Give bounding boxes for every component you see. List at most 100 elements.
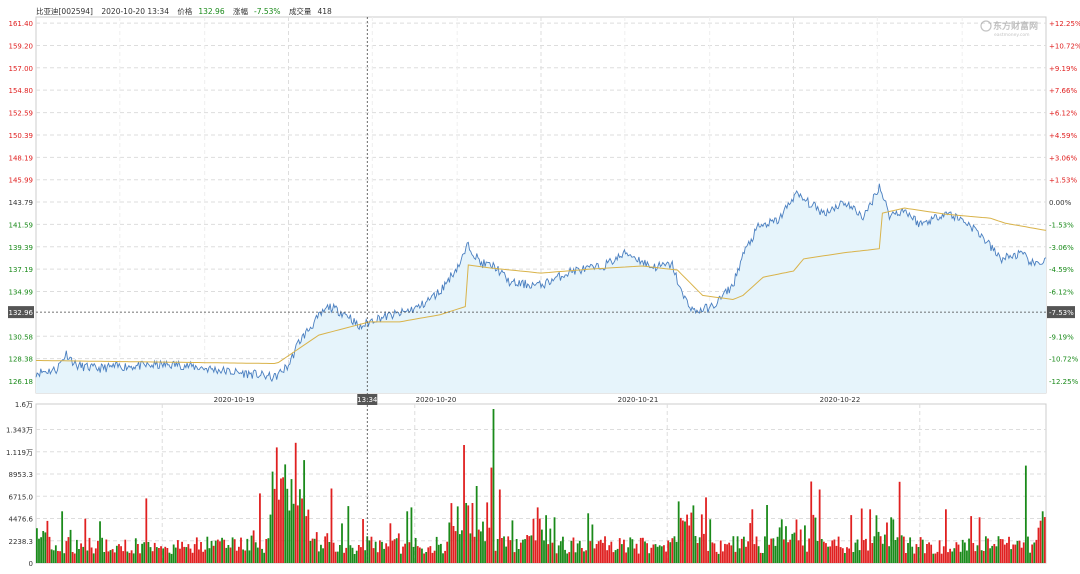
volume-bar: [71, 552, 74, 563]
volume-bar: [530, 535, 533, 563]
volume-bar: [833, 539, 836, 563]
volume-bar: [1029, 552, 1031, 563]
volume-bar: [309, 541, 312, 563]
volume-bar: [726, 544, 728, 563]
volume-bar: [1043, 517, 1046, 563]
volume-bar: [780, 519, 783, 563]
volume-bar: [465, 503, 468, 563]
volume-bar: [568, 552, 571, 563]
volume-bar: [778, 527, 781, 563]
volume-bar: [898, 481, 901, 563]
pct-tick-label: -12.25%: [1049, 378, 1079, 386]
volume-bar: [320, 544, 322, 563]
volume-bar: [214, 540, 217, 563]
volume-bar: [78, 549, 80, 563]
volume-bar: [187, 544, 190, 563]
volume-bar: [145, 498, 148, 563]
volume-bar: [185, 547, 188, 563]
volume-bar: [498, 489, 501, 563]
volume-bar: [347, 506, 350, 563]
volume-bar: [235, 550, 238, 563]
volume-bar: [734, 551, 737, 563]
volume-bar: [368, 540, 371, 563]
volume-bar: [416, 546, 419, 563]
volume-bar: [869, 509, 872, 563]
volume-bar: [353, 554, 356, 563]
volume-bar: [970, 516, 973, 563]
volume-bar: [928, 542, 930, 563]
volume-bar: [63, 553, 66, 563]
volume-bar: [172, 544, 175, 563]
volume-bar: [429, 546, 432, 563]
volume-bar: [36, 528, 38, 563]
pct-tick-label: -1.53%: [1049, 221, 1074, 229]
volume-bar: [48, 536, 51, 563]
volume-bar: [153, 542, 156, 563]
volume-bar: [364, 550, 367, 563]
volume-bar: [681, 520, 684, 563]
volume-bar: [244, 550, 247, 563]
pct-tick-label: +1.53%: [1049, 177, 1077, 185]
volume-bar: [989, 548, 991, 563]
volume-bar: [206, 536, 209, 563]
volume-bar: [238, 546, 240, 563]
volume-bar: [522, 539, 524, 563]
pct-tick-label: +9.19%: [1049, 65, 1077, 73]
volume-bar: [57, 551, 59, 563]
volume-bar: [883, 534, 886, 563]
volume-bar: [1022, 542, 1025, 563]
volume-bar: [635, 543, 638, 563]
volume-bar: [313, 538, 316, 563]
volume-bar: [383, 548, 385, 563]
volume-bar: [966, 550, 968, 563]
volume-bar: [267, 538, 270, 563]
volume-bar: [580, 548, 583, 563]
volume-bar: [219, 541, 221, 563]
volume-bar: [1027, 536, 1029, 563]
volume-bar: [435, 536, 438, 563]
average-price-line: [36, 207, 1047, 364]
volume-bar: [120, 546, 122, 563]
volume-bar: [75, 539, 78, 563]
volume-bar: [198, 549, 200, 563]
volume-bar: [913, 553, 916, 563]
volume-bar: [871, 543, 874, 563]
volume-bar: [130, 550, 133, 563]
volume-bar: [865, 538, 867, 563]
volume-bar: [574, 552, 577, 563]
volume-bar: [1037, 527, 1040, 563]
volume-bar: [183, 546, 186, 563]
volume-bar: [303, 460, 306, 563]
volume-bar: [831, 540, 834, 563]
volume-bar: [101, 537, 104, 563]
volume-bar: [738, 548, 741, 563]
volume-bar: [974, 551, 977, 563]
volume-bar: [791, 533, 794, 563]
volume-bar: [355, 550, 358, 563]
volume-bar: [749, 523, 752, 563]
volume-bar: [559, 541, 562, 563]
volume-bar: [816, 540, 819, 563]
crosshair-price-box: [8, 306, 34, 319]
volume-tick-label: 2238.3: [9, 538, 34, 546]
volume-bar: [875, 515, 878, 563]
volume-bar: [40, 537, 42, 563]
volume-bar: [158, 548, 160, 563]
volume-bar: [753, 544, 756, 563]
volume-bar: [496, 539, 499, 563]
volume-bar: [290, 479, 293, 563]
volume-bar: [494, 550, 497, 563]
volume-bar: [829, 546, 832, 563]
volume-bar: [402, 546, 404, 563]
volume-bar: [221, 537, 223, 563]
volume-bar: [1014, 544, 1017, 563]
volume-bar: [160, 546, 162, 563]
volume-bar: [947, 552, 949, 563]
volume-bar: [155, 547, 158, 563]
volume-bar: [326, 533, 329, 563]
volume-bar: [867, 550, 869, 563]
volume-bar: [915, 544, 918, 563]
volume-bar: [513, 552, 516, 563]
volume-bar: [692, 505, 695, 563]
